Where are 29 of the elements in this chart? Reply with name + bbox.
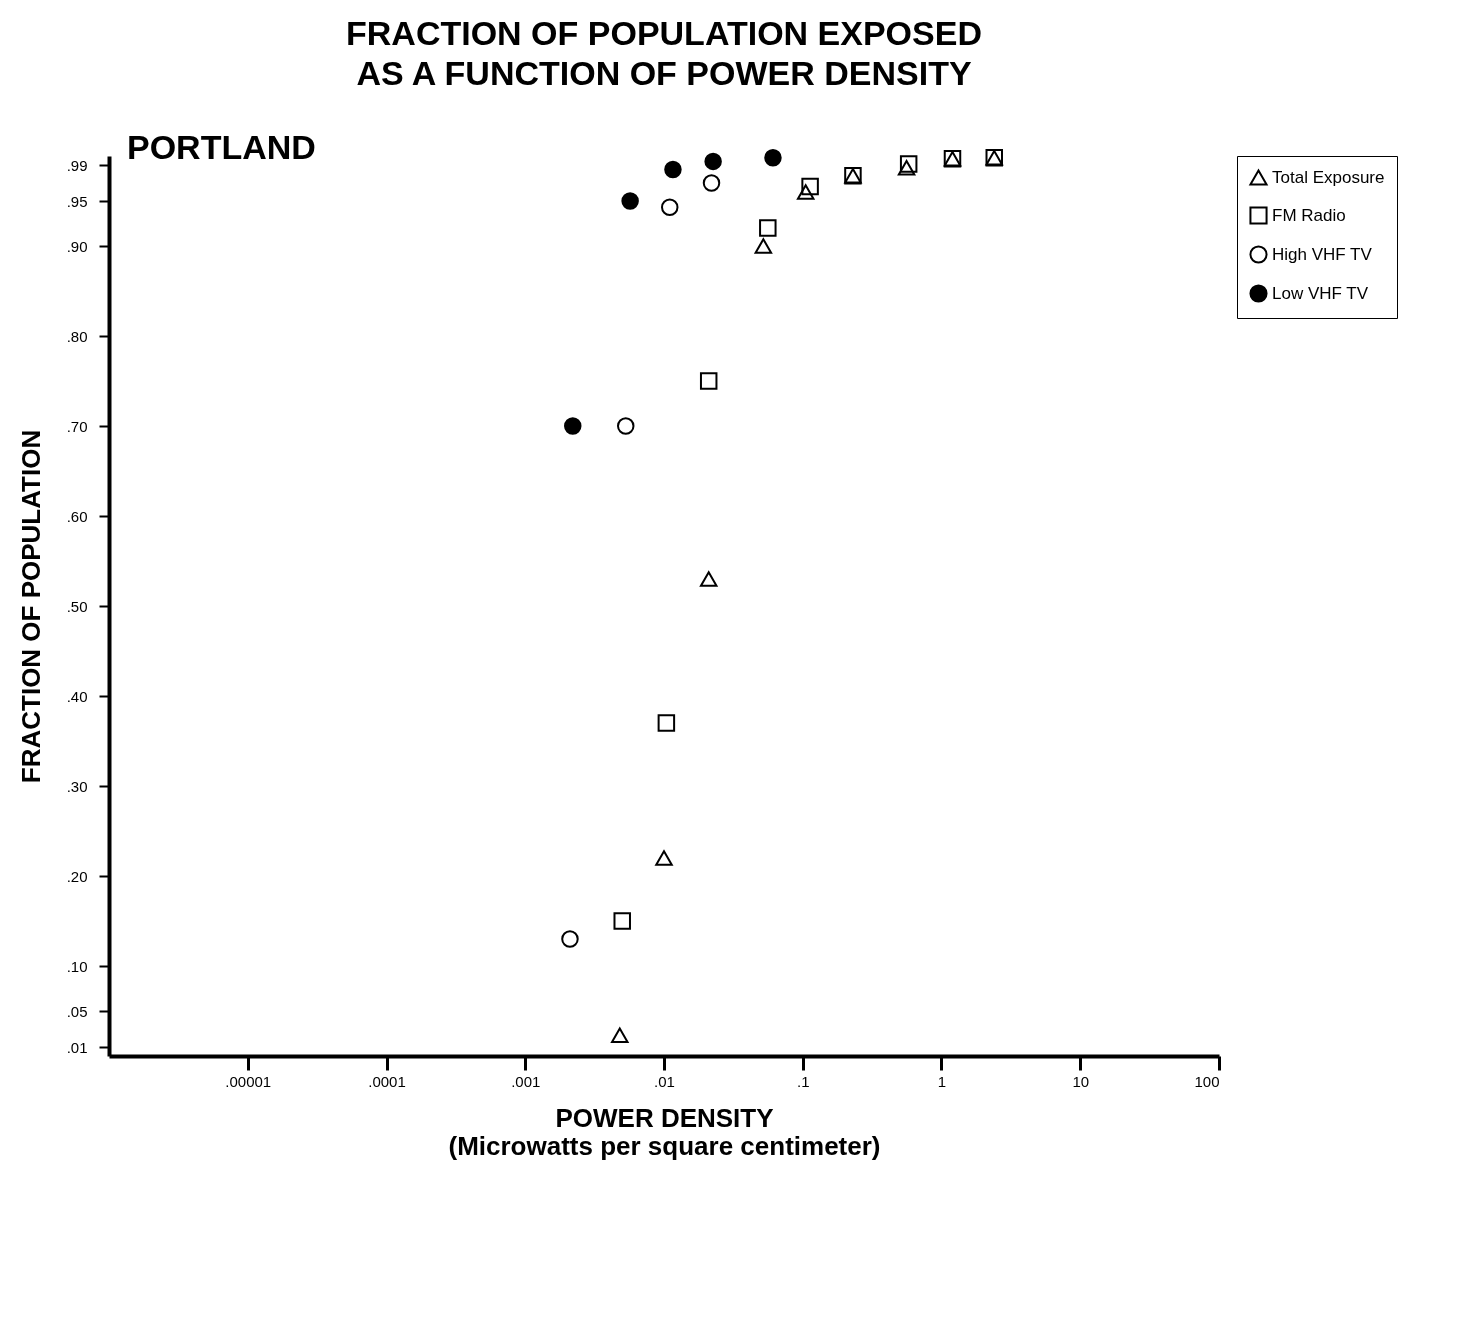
legend-label: High VHF TV bbox=[1272, 244, 1373, 264]
y-tick-label: .95 bbox=[66, 192, 88, 210]
y-tick-label: .20 bbox=[66, 867, 88, 885]
y-tick-label: .70 bbox=[66, 417, 88, 435]
y-tick-label: .60 bbox=[66, 507, 88, 525]
x-tick-label: 10 bbox=[1072, 1072, 1090, 1090]
y-tick-label: .05 bbox=[66, 1002, 88, 1020]
y-tick-label: .99 bbox=[66, 156, 88, 174]
y-tick-label: .90 bbox=[66, 237, 88, 255]
legend-label: FM Radio bbox=[1272, 205, 1346, 225]
x-axis-title: POWER DENSITY (Microwatts per square centimeter) bbox=[448, 1102, 881, 1161]
y-tick-label: .40 bbox=[66, 687, 88, 705]
y-tick-label: .10 bbox=[66, 957, 88, 975]
x-tick-label: 100 bbox=[1194, 1072, 1220, 1090]
y-tick-label: .30 bbox=[66, 777, 88, 795]
x-tick-label: .01 bbox=[654, 1072, 675, 1090]
x-tick-label: .0001 bbox=[368, 1072, 406, 1090]
x-tick-label: .001 bbox=[511, 1072, 541, 1090]
y-tick-label: .50 bbox=[66, 597, 88, 615]
x-tick-label: 1 bbox=[937, 1072, 947, 1090]
chart-title: FRACTION OF POPULATION EXPOSED AS A FUNCTION OF POWER DENSITY bbox=[346, 14, 982, 92]
y-tick-label: .01 bbox=[66, 1038, 88, 1056]
y-axis-title: FRACTION OF POPULATION bbox=[15, 429, 46, 784]
legend-label: Low VHF TV bbox=[1272, 283, 1369, 303]
annotation: PORTLAND bbox=[127, 128, 316, 166]
x-tick-label: .1 bbox=[796, 1072, 810, 1090]
legend-label: Total Exposure bbox=[1272, 167, 1385, 187]
y-tick-label: .80 bbox=[66, 327, 88, 345]
x-tick-label: .00001 bbox=[225, 1072, 272, 1090]
